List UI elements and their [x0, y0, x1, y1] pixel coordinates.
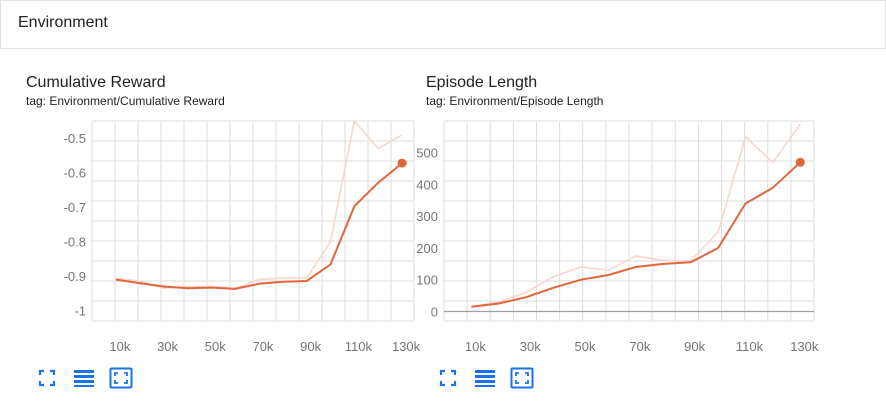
chart-toolbar	[35, 366, 146, 390]
x-tick-label: 30k	[520, 339, 541, 354]
x-tick-label: 70k	[629, 339, 650, 354]
raw-series-line	[471, 123, 801, 308]
x-tick-label: 130k	[392, 339, 421, 354]
y-tick-label: -0.6	[64, 166, 86, 181]
y-tick-label: 400	[416, 177, 438, 192]
y-tick-label: -0.8	[64, 235, 86, 250]
grid	[91, 120, 415, 322]
x-tick-label: 50k	[575, 339, 596, 354]
chart-title: Cumulative Reward	[26, 74, 166, 91]
chart-toolbar	[436, 366, 547, 390]
y-tick-label: 300	[416, 209, 438, 224]
section-header[interactable]: Environment	[0, 0, 886, 49]
x-tick-label: 50k	[205, 339, 226, 354]
smoothed-series-line	[115, 162, 403, 290]
fit-domain-icon	[109, 367, 133, 389]
x-tick-label: 30k	[157, 339, 178, 354]
y-tick-label: -1	[74, 304, 86, 319]
y-tick-label: 500	[416, 146, 438, 161]
x-tick-label: 10k	[109, 339, 130, 354]
x-tick-label: 110k	[345, 339, 373, 354]
x-tick-label: 130k	[790, 339, 819, 354]
y-tick-label: 0	[431, 304, 438, 319]
fit-domain-button[interactable]	[109, 366, 133, 390]
fit-domain-icon	[510, 367, 534, 389]
section-title: Environment	[18, 14, 108, 31]
y-tick-label: -0.9	[64, 269, 86, 284]
chart-tag: tag: Environment/Cumulative Reward	[26, 94, 225, 108]
y-tick-label: 200	[416, 241, 438, 256]
cumulative-reward-chart[interactable]: -0.5 -0.6 -0.7 -0.8 -0.9 -1 10k 30k 50k 70k 90k 110…	[0, 55, 421, 365]
grid	[443, 120, 815, 322]
fullscreen-button[interactable]	[35, 366, 59, 390]
smoothed-series-line	[471, 161, 801, 308]
chart-title: Episode Length	[426, 74, 538, 91]
data-table-button[interactable]	[473, 366, 497, 390]
fullscreen-icon	[439, 369, 457, 387]
data-table-icon	[74, 370, 94, 387]
last-point-marker	[795, 157, 805, 167]
chart-card-cumulative-reward: Cumulative Reward tag: Environment/Cumul…	[0, 55, 421, 405]
y-tick-label: -0.7	[64, 200, 86, 215]
raw-series-line	[115, 120, 403, 289]
fullscreen-button[interactable]	[436, 366, 460, 390]
x-tick-label: 110k	[736, 339, 764, 354]
y-tick-label: 100	[416, 273, 438, 288]
episode-length-chart[interactable]: 500 400 300 200 100 0 10k 30k 50k 70k 90k 110k 130k	[400, 55, 820, 365]
data-table-button[interactable]	[72, 366, 96, 390]
fit-domain-button[interactable]	[510, 366, 534, 390]
chart-card-episode-length: Episode Length tag: Environment/Episode …	[400, 55, 820, 405]
x-tick-label: 10k	[465, 339, 486, 354]
chart-tag: tag: Environment/Episode Length	[426, 94, 604, 108]
x-tick-label: 90k	[684, 339, 705, 354]
x-tick-label: 90k	[300, 339, 321, 354]
fullscreen-icon	[38, 369, 56, 387]
last-point-marker	[397, 158, 407, 168]
y-tick-label: -0.5	[64, 131, 86, 146]
x-tick-label: 70k	[252, 339, 273, 354]
data-table-icon	[475, 370, 495, 387]
